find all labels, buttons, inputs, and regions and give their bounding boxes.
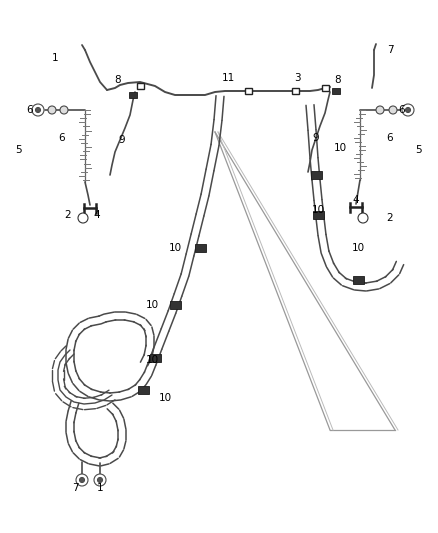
Bar [137,83,144,89]
Bar [129,92,137,98]
Text: 2: 2 [387,213,393,223]
Bar [332,88,340,94]
Bar [312,211,324,219]
Text: 6: 6 [59,133,65,143]
Circle shape [406,108,410,112]
Text: 10: 10 [145,355,159,365]
Text: 4: 4 [94,210,100,220]
Text: 11: 11 [221,73,235,83]
Text: 6: 6 [399,105,405,115]
Text: 6: 6 [27,105,33,115]
Text: 10: 10 [311,205,325,215]
Bar [244,88,251,94]
Circle shape [78,213,88,223]
Text: 1: 1 [97,483,103,493]
Circle shape [60,106,68,114]
Text: 10: 10 [159,393,172,403]
Circle shape [376,106,384,114]
Text: 9: 9 [313,133,319,143]
Text: 9: 9 [119,135,125,145]
Circle shape [76,474,88,486]
Bar [194,244,205,252]
Bar [149,354,160,362]
Circle shape [80,478,85,482]
Text: 1: 1 [52,53,58,63]
Circle shape [35,108,40,112]
Text: 6: 6 [387,133,393,143]
Text: 3: 3 [294,73,300,83]
Circle shape [358,213,368,223]
Circle shape [98,478,102,482]
Bar [292,88,299,94]
Bar [321,85,328,91]
Circle shape [32,104,44,116]
Circle shape [402,104,414,116]
Bar [170,301,180,309]
Text: 7: 7 [387,45,393,55]
Circle shape [389,106,397,114]
Circle shape [94,474,106,486]
Text: 2: 2 [65,210,71,220]
Text: 7: 7 [72,483,78,493]
Bar [138,386,148,394]
Text: 10: 10 [145,300,159,310]
Text: 4: 4 [353,195,359,205]
Text: 8: 8 [335,75,341,85]
Text: 10: 10 [169,243,182,253]
Text: 10: 10 [333,143,346,153]
Text: 5: 5 [15,145,21,155]
Bar [311,171,321,179]
Bar [353,276,364,284]
Text: 5: 5 [415,145,421,155]
Text: 10: 10 [351,243,364,253]
Circle shape [48,106,56,114]
Text: 8: 8 [115,75,121,85]
